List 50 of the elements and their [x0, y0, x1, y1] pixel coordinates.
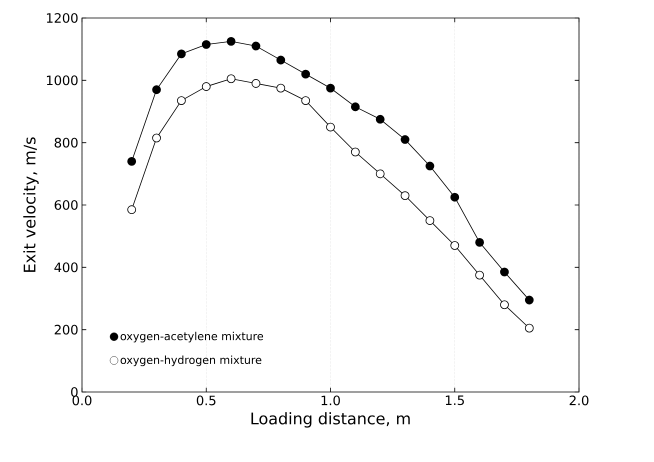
point — [500, 268, 509, 276]
point — [226, 36, 236, 46]
y-tick-label: 600 — [54, 200, 78, 210]
point — [350, 148, 360, 156]
point — [376, 114, 385, 124]
y-tick-label: 1200 — [46, 13, 78, 23]
point — [426, 216, 434, 225]
x-tick-label: 1.0 — [322, 396, 340, 406]
point — [252, 79, 260, 88]
y-tick-label: 200 — [54, 324, 78, 335]
point — [276, 84, 286, 93]
y-tick-label: 400 — [54, 262, 78, 272]
point — [426, 162, 434, 170]
point — [326, 84, 335, 93]
point — [152, 134, 161, 142]
x-tick-label: 1.5 — [446, 396, 464, 406]
y-tick-label: 1000 — [46, 75, 78, 86]
point — [450, 241, 460, 250]
point — [400, 191, 410, 200]
point — [252, 42, 260, 50]
point — [350, 102, 360, 112]
point — [524, 296, 534, 304]
x-tick-label: 0.0 — [72, 396, 92, 406]
point — [524, 324, 534, 332]
point — [177, 96, 186, 105]
point — [202, 40, 211, 49]
point — [301, 70, 310, 78]
point — [226, 74, 236, 84]
point — [326, 122, 335, 132]
point — [301, 96, 310, 105]
point — [202, 82, 211, 91]
point — [376, 169, 385, 178]
y-tick-label: 0 — [71, 387, 78, 397]
x-axis-title: Loading distance, m — [251, 412, 410, 428]
legend-label: oxygen-hydrogen mixture — [120, 356, 262, 366]
point — [500, 300, 509, 310]
legend-label: oxygen-acetylene mixture — [120, 332, 264, 342]
point — [127, 205, 136, 214]
point — [450, 192, 460, 202]
point — [475, 270, 484, 280]
point — [127, 156, 136, 166]
point — [276, 56, 286, 64]
point — [152, 85, 161, 94]
x-tick-label: 0.5 — [196, 396, 216, 406]
y-tick-label: 800 — [54, 138, 78, 148]
point — [475, 238, 484, 247]
point — [400, 135, 410, 144]
y-axis-title: Exit velocity, m/s — [23, 137, 39, 272]
point — [177, 49, 186, 58]
x-tick-label: 2.0 — [570, 396, 588, 406]
